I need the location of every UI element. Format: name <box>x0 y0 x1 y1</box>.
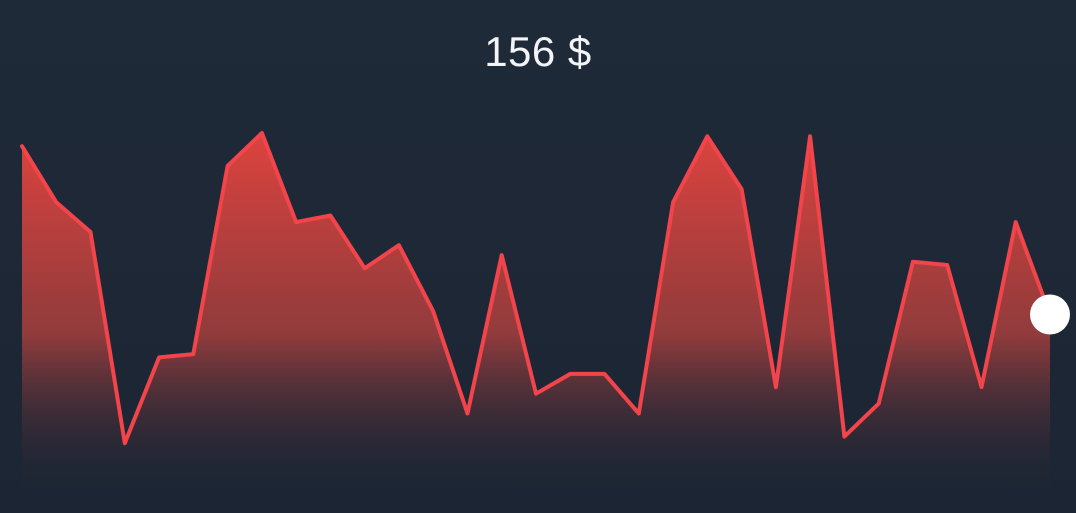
data-point[interactable] <box>259 130 265 136</box>
data-point[interactable] <box>979 384 985 390</box>
data-point[interactable] <box>602 371 608 377</box>
data-point[interactable] <box>499 252 505 258</box>
data-point[interactable] <box>293 219 299 225</box>
data-point[interactable] <box>670 199 676 205</box>
data-point[interactable] <box>430 308 436 314</box>
data-point[interactable] <box>362 265 368 271</box>
price-area-fill <box>22 133 1050 500</box>
data-point[interactable] <box>156 354 162 360</box>
data-point[interactable] <box>876 401 882 407</box>
data-point[interactable] <box>841 434 847 440</box>
data-point[interactable] <box>807 133 813 139</box>
data-point[interactable] <box>327 213 333 219</box>
data-point[interactable] <box>910 259 916 265</box>
data-point[interactable] <box>636 411 642 417</box>
current-value-marker[interactable] <box>1030 295 1070 335</box>
data-point[interactable] <box>567 371 573 377</box>
data-point[interactable] <box>190 351 196 357</box>
data-point[interactable] <box>19 143 25 149</box>
data-point[interactable] <box>53 199 59 205</box>
data-point[interactable] <box>704 133 710 139</box>
data-point[interactable] <box>533 391 539 397</box>
data-point[interactable] <box>88 229 94 235</box>
data-point[interactable] <box>396 242 402 248</box>
data-point[interactable] <box>739 186 745 192</box>
data-point[interactable] <box>465 411 471 417</box>
data-point[interactable] <box>225 163 231 169</box>
data-point[interactable] <box>122 440 128 446</box>
data-point[interactable] <box>944 262 950 268</box>
data-point[interactable] <box>1013 219 1019 225</box>
data-point[interactable] <box>773 384 779 390</box>
